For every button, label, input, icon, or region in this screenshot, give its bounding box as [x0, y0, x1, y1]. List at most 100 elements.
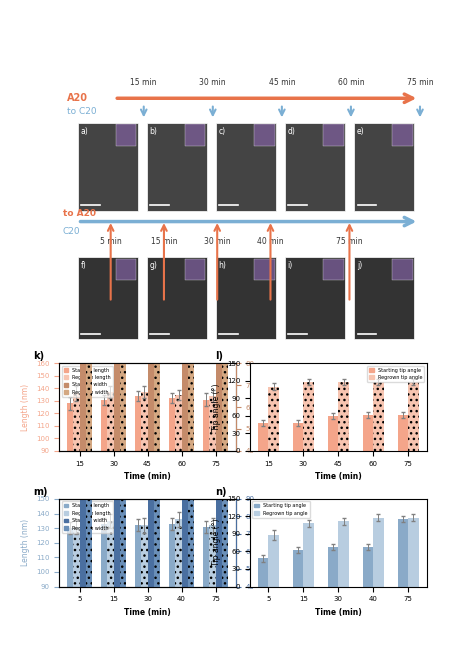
Bar — [363, 415, 373, 451]
FancyBboxPatch shape — [323, 125, 344, 146]
Bar — [135, 525, 141, 659]
Text: to A20: to A20 — [63, 209, 96, 218]
Bar — [169, 398, 175, 563]
Bar — [154, 469, 160, 656]
Text: a): a) — [81, 127, 88, 136]
Bar — [182, 282, 188, 538]
Bar — [175, 395, 182, 563]
Bar — [328, 547, 338, 587]
X-axis label: Time (min): Time (min) — [124, 608, 171, 617]
Text: g): g) — [150, 262, 157, 270]
Bar — [210, 525, 216, 659]
Bar — [210, 396, 216, 563]
Bar — [67, 403, 73, 563]
Bar — [114, 478, 119, 656]
Bar — [114, 310, 119, 538]
Bar — [101, 524, 108, 659]
Bar — [169, 524, 175, 659]
Bar — [67, 528, 73, 659]
Bar — [203, 399, 210, 563]
Bar — [141, 525, 147, 659]
Bar — [398, 519, 408, 587]
FancyBboxPatch shape — [78, 123, 138, 211]
Text: 15 min: 15 min — [130, 78, 157, 87]
FancyBboxPatch shape — [116, 125, 137, 146]
Bar — [188, 262, 194, 538]
Bar — [188, 469, 194, 656]
Text: to C20: to C20 — [66, 107, 96, 117]
Text: k): k) — [33, 351, 44, 361]
Y-axis label: Length (nm): Length (nm) — [21, 384, 30, 430]
Bar — [338, 382, 349, 451]
Bar — [147, 291, 154, 538]
Bar — [119, 285, 126, 538]
Y-axis label: Width (nm): Width (nm) — [260, 386, 269, 428]
Y-axis label: Tip angle (°): Tip angle (°) — [212, 384, 221, 431]
Bar — [154, 272, 160, 538]
Legend: Starting length, Regrown length, Starting width, Regrown width: Starting length, Regrown length, Startin… — [62, 366, 113, 397]
Text: i): i) — [288, 262, 293, 270]
Text: 30 min: 30 min — [204, 237, 230, 246]
Bar — [328, 416, 338, 451]
Bar — [203, 527, 210, 659]
Text: f): f) — [81, 262, 86, 270]
Text: j): j) — [357, 262, 362, 270]
Y-axis label: Width (nm): Width (nm) — [260, 521, 269, 564]
Bar — [268, 535, 279, 587]
Bar — [73, 527, 80, 659]
FancyBboxPatch shape — [78, 257, 138, 339]
X-axis label: Time (min): Time (min) — [124, 472, 171, 481]
Bar — [80, 490, 86, 656]
Bar — [73, 393, 80, 563]
Text: b): b) — [150, 127, 157, 136]
Bar — [222, 254, 228, 538]
FancyBboxPatch shape — [255, 125, 274, 146]
Bar — [338, 521, 349, 587]
FancyBboxPatch shape — [255, 258, 274, 281]
FancyBboxPatch shape — [285, 123, 346, 211]
Bar — [408, 382, 419, 451]
Text: 75 min: 75 min — [336, 237, 363, 246]
Text: 40 min: 40 min — [257, 237, 284, 246]
Bar — [408, 517, 419, 587]
Bar — [135, 396, 141, 563]
Bar — [293, 423, 303, 451]
Bar — [141, 392, 147, 563]
Bar — [86, 446, 92, 656]
Text: 60 min: 60 min — [337, 78, 364, 87]
Y-axis label: Length (nm): Length (nm) — [21, 519, 30, 566]
FancyBboxPatch shape — [216, 257, 276, 339]
Text: d): d) — [288, 127, 296, 136]
Bar — [119, 478, 126, 656]
Text: n): n) — [215, 486, 226, 497]
FancyBboxPatch shape — [354, 257, 414, 339]
Text: 75 min: 75 min — [407, 78, 433, 87]
Bar — [268, 387, 279, 451]
FancyBboxPatch shape — [354, 123, 414, 211]
Text: C20: C20 — [63, 227, 81, 236]
FancyBboxPatch shape — [146, 257, 207, 339]
FancyBboxPatch shape — [116, 258, 137, 281]
Text: 30 min: 30 min — [200, 78, 226, 87]
Bar — [258, 423, 268, 451]
Bar — [216, 469, 222, 656]
Text: 45 min: 45 min — [269, 78, 295, 87]
X-axis label: Time (min): Time (min) — [315, 472, 362, 481]
Bar — [373, 382, 383, 451]
Text: m): m) — [33, 486, 47, 497]
FancyBboxPatch shape — [216, 123, 276, 211]
FancyBboxPatch shape — [185, 258, 205, 281]
Bar — [147, 471, 154, 656]
Bar — [80, 320, 86, 538]
Legend: Starting length, Regrown length, Starting width, Regrown width: Starting length, Regrown length, Startin… — [62, 501, 113, 532]
Bar — [398, 415, 408, 451]
Legend: Starting tip angle, Regrown tip angle: Starting tip angle, Regrown tip angle — [367, 366, 424, 382]
Legend: Starting tip angle, Regrown tip angle: Starting tip angle, Regrown tip angle — [253, 501, 310, 518]
FancyBboxPatch shape — [285, 257, 346, 339]
FancyBboxPatch shape — [146, 123, 207, 211]
Bar — [101, 399, 108, 563]
Bar — [222, 467, 228, 656]
Bar — [303, 382, 314, 451]
Text: 5 min: 5 min — [100, 237, 121, 246]
Text: 15 min: 15 min — [151, 237, 177, 246]
